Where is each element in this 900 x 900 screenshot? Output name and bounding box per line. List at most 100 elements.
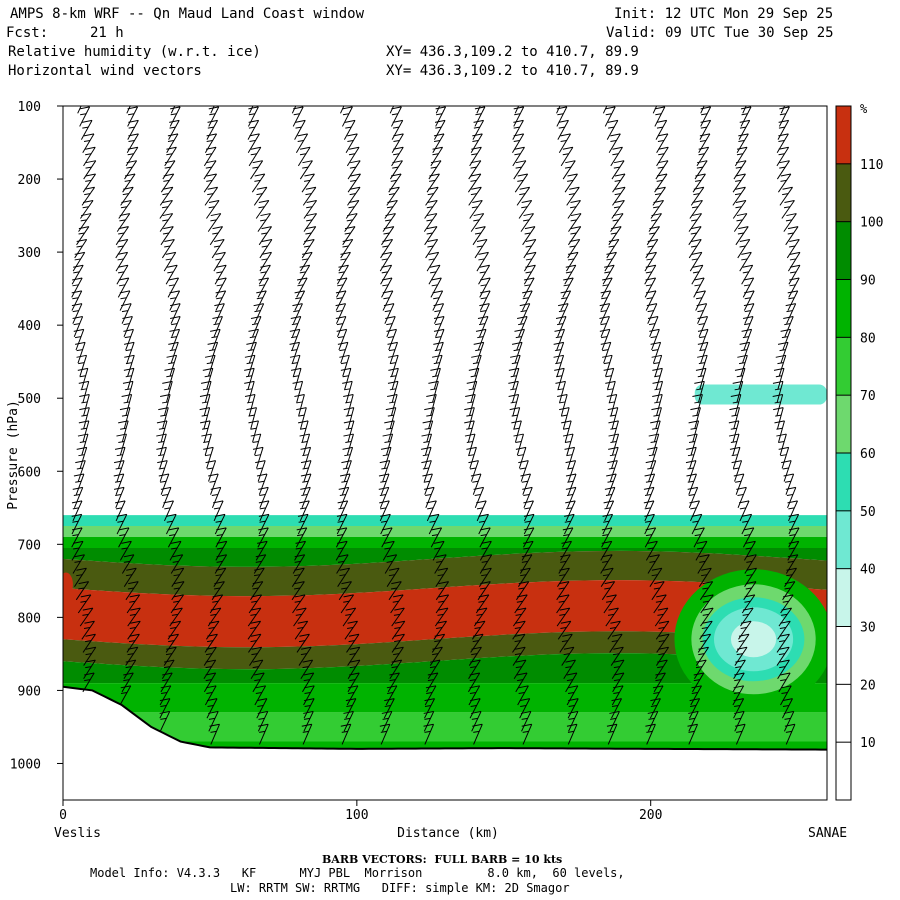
wind-barb-flag (126, 93, 136, 95)
wind-barb-flag (199, 394, 211, 397)
wind-barb-half (737, 232, 744, 235)
wind-barb-flag (216, 527, 227, 531)
wind-barb-shaft (513, 160, 527, 180)
wind-barb-half (566, 454, 573, 457)
wind-barb-shaft (389, 342, 398, 364)
wind-barb (203, 160, 217, 180)
wind-barb (772, 394, 784, 416)
wind-barb-flag (342, 380, 353, 384)
wind-barb-flag (779, 646, 790, 650)
wind-barb-shaft (391, 368, 399, 390)
wind-barb-flag (565, 460, 576, 464)
wind-barb (513, 433, 524, 456)
wind-barb-shaft (252, 316, 262, 338)
wind-barb-flag (648, 433, 659, 437)
wind-barb-flag (426, 500, 437, 504)
wind-barb (697, 554, 710, 574)
wind-barb-flag (614, 186, 626, 190)
colorbar-label: 60 (860, 447, 876, 462)
wind-barb (380, 446, 392, 469)
wind-barb (298, 646, 312, 666)
wind-barb (479, 540, 492, 561)
wind-barb-shaft (168, 120, 180, 140)
wind-barb-shaft (644, 277, 657, 298)
wind-barb-flag (525, 239, 536, 243)
wind-barb-shaft (382, 711, 393, 732)
wind-barb-flag (305, 226, 316, 230)
wind-barb-shaft (79, 607, 94, 627)
colorbar-label: 10 (860, 736, 876, 751)
wind-barb (204, 186, 219, 206)
wind-barb-flag (378, 473, 390, 477)
wind-barb-flag (123, 672, 134, 676)
wind-barb-half (434, 349, 441, 352)
wind-barb-half (121, 310, 129, 313)
wind-barb-shaft (77, 460, 86, 482)
wind-barb-flag (742, 607, 754, 611)
wind-barb-flag (340, 723, 351, 727)
wind-barb-flag (605, 106, 616, 110)
wind-barb (518, 460, 529, 482)
wind-barb-half (426, 692, 433, 695)
wind-barb-flag (658, 646, 669, 650)
wind-barb-shaft (208, 106, 220, 127)
wind-barb-half (427, 245, 434, 248)
wind-barb-shaft (248, 394, 256, 416)
wind-barb-flag (470, 173, 481, 177)
wind-barb-shaft (424, 724, 435, 745)
wind-barb-flag (424, 486, 435, 490)
wind-barb-flag (384, 540, 395, 544)
wind-barb-flag (738, 633, 750, 637)
wind-barb-flag (381, 527, 393, 531)
wind-barb-flag (564, 446, 575, 450)
wind-barb-flag (392, 160, 403, 164)
wind-barb-flag (80, 213, 92, 217)
wind-barb-half (701, 574, 708, 577)
wind-barb (72, 251, 86, 272)
wind-barb-shaft (248, 147, 262, 167)
wind-barb (158, 407, 169, 430)
wind-barb-half (521, 560, 528, 563)
wind-barb-shaft (785, 226, 799, 246)
wind-barb-half (349, 679, 356, 682)
wind-barb-shaft (345, 133, 358, 154)
wind-barb-shaft (302, 433, 311, 456)
wind-barb-half (437, 613, 444, 616)
wind-barb-half (339, 349, 346, 352)
wind-barb (523, 513, 535, 535)
wind-barb-half (208, 717, 216, 720)
wind-barb-flag (784, 581, 795, 585)
wind-barb (776, 433, 787, 456)
wind-barb-half (384, 704, 391, 707)
wind-barb-half (209, 480, 216, 483)
wind-barb-flag (781, 685, 792, 689)
wind-barb (696, 303, 708, 324)
wind-barb-half (478, 258, 485, 261)
wind-barb-flag (121, 540, 132, 544)
wind-barb-flag (686, 473, 697, 477)
wind-barb (695, 646, 709, 666)
wind-barb (247, 119, 260, 140)
wind-barb-flag (113, 486, 125, 490)
wind-barb (294, 540, 306, 561)
wind-barb-flag (563, 277, 574, 281)
wind-barb-half (655, 600, 662, 603)
wind-barb-half (259, 507, 266, 510)
wind-barb (72, 554, 85, 574)
wind-barb-half (513, 427, 520, 430)
wind-barb (292, 594, 306, 614)
wind-barb-flag (297, 133, 308, 137)
wind-barb-half (468, 388, 475, 391)
wind-barb (338, 486, 350, 508)
wind-barb-shaft (346, 634, 360, 653)
wind-barb-shaft (248, 634, 262, 653)
wind-barb-shaft (203, 173, 217, 193)
wind-barb (647, 446, 658, 469)
wind-barb-half (570, 232, 577, 235)
wind-barb-shaft (470, 213, 485, 232)
wind-barb-flag (432, 146, 443, 150)
wind-barb-flag (393, 646, 404, 650)
wind-barb-flag (302, 160, 313, 164)
wind-barb-shaft (248, 342, 257, 364)
wind-barb-flag (650, 420, 661, 424)
